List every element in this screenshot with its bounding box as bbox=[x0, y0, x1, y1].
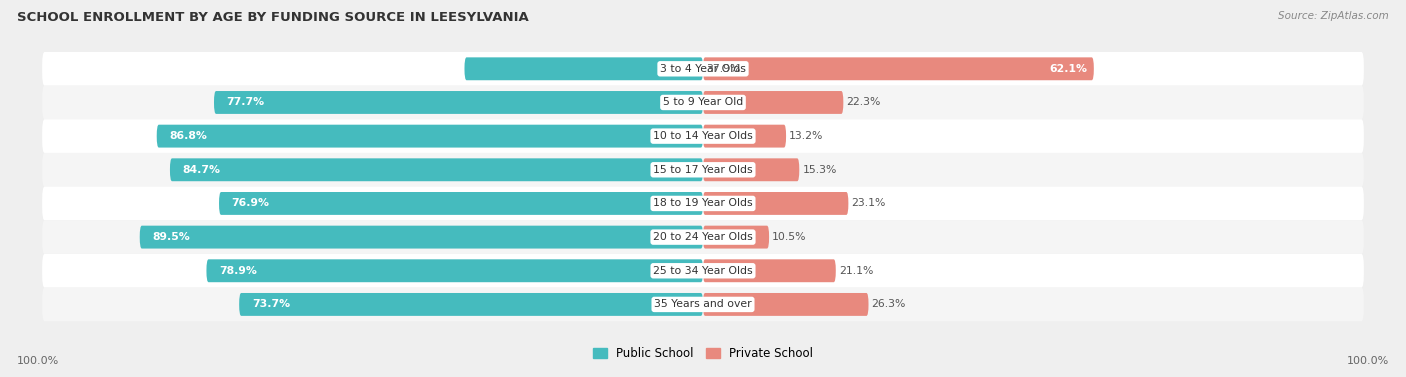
FancyBboxPatch shape bbox=[42, 220, 1364, 254]
Text: Source: ZipAtlas.com: Source: ZipAtlas.com bbox=[1278, 11, 1389, 21]
Text: 20 to 24 Year Olds: 20 to 24 Year Olds bbox=[654, 232, 752, 242]
FancyBboxPatch shape bbox=[703, 226, 769, 248]
Text: 100.0%: 100.0% bbox=[17, 356, 59, 366]
Text: 15 to 17 Year Olds: 15 to 17 Year Olds bbox=[654, 165, 752, 175]
Text: 3 to 4 Year Olds: 3 to 4 Year Olds bbox=[659, 64, 747, 74]
Text: 76.9%: 76.9% bbox=[232, 198, 270, 208]
Text: 73.7%: 73.7% bbox=[252, 299, 290, 310]
FancyBboxPatch shape bbox=[207, 259, 703, 282]
FancyBboxPatch shape bbox=[139, 226, 703, 248]
Text: 77.7%: 77.7% bbox=[226, 98, 264, 107]
FancyBboxPatch shape bbox=[42, 288, 1364, 321]
Legend: Public School, Private School: Public School, Private School bbox=[588, 342, 818, 365]
Text: 62.1%: 62.1% bbox=[1049, 64, 1087, 74]
FancyBboxPatch shape bbox=[42, 52, 1364, 86]
Text: 25 to 34 Year Olds: 25 to 34 Year Olds bbox=[654, 266, 752, 276]
Text: 10 to 14 Year Olds: 10 to 14 Year Olds bbox=[654, 131, 752, 141]
Text: SCHOOL ENROLLMENT BY AGE BY FUNDING SOURCE IN LEESYLVANIA: SCHOOL ENROLLMENT BY AGE BY FUNDING SOUR… bbox=[17, 11, 529, 24]
FancyBboxPatch shape bbox=[214, 91, 703, 114]
Text: 100.0%: 100.0% bbox=[1347, 356, 1389, 366]
Text: 15.3%: 15.3% bbox=[803, 165, 837, 175]
Text: 21.1%: 21.1% bbox=[839, 266, 873, 276]
FancyBboxPatch shape bbox=[170, 158, 703, 181]
FancyBboxPatch shape bbox=[42, 86, 1364, 119]
Text: 37.9%: 37.9% bbox=[706, 64, 741, 74]
FancyBboxPatch shape bbox=[42, 187, 1364, 220]
FancyBboxPatch shape bbox=[703, 158, 799, 181]
FancyBboxPatch shape bbox=[703, 293, 869, 316]
FancyBboxPatch shape bbox=[219, 192, 703, 215]
Text: 35 Years and over: 35 Years and over bbox=[654, 299, 752, 310]
FancyBboxPatch shape bbox=[703, 57, 1094, 80]
Text: 13.2%: 13.2% bbox=[789, 131, 824, 141]
Text: 86.8%: 86.8% bbox=[169, 131, 207, 141]
FancyBboxPatch shape bbox=[703, 125, 786, 147]
FancyBboxPatch shape bbox=[239, 293, 703, 316]
FancyBboxPatch shape bbox=[42, 254, 1364, 288]
Text: 5 to 9 Year Old: 5 to 9 Year Old bbox=[662, 98, 744, 107]
FancyBboxPatch shape bbox=[42, 119, 1364, 153]
FancyBboxPatch shape bbox=[156, 125, 703, 147]
FancyBboxPatch shape bbox=[703, 259, 835, 282]
FancyBboxPatch shape bbox=[703, 91, 844, 114]
Text: 10.5%: 10.5% bbox=[772, 232, 807, 242]
Text: 22.3%: 22.3% bbox=[846, 98, 882, 107]
Text: 26.3%: 26.3% bbox=[872, 299, 905, 310]
FancyBboxPatch shape bbox=[464, 57, 703, 80]
Text: 89.5%: 89.5% bbox=[152, 232, 190, 242]
Text: 84.7%: 84.7% bbox=[183, 165, 221, 175]
Text: 78.9%: 78.9% bbox=[219, 266, 257, 276]
FancyBboxPatch shape bbox=[42, 153, 1364, 187]
FancyBboxPatch shape bbox=[703, 192, 848, 215]
Text: 18 to 19 Year Olds: 18 to 19 Year Olds bbox=[654, 198, 752, 208]
Text: 23.1%: 23.1% bbox=[852, 198, 886, 208]
